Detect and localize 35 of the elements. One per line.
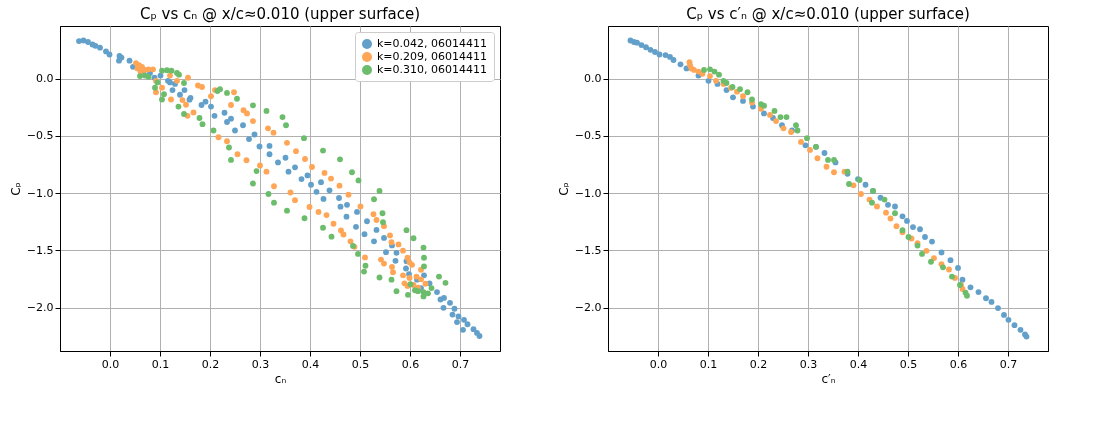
legend-label: k=0.310, 06014411 bbox=[377, 63, 488, 76]
y-tick-label: −1.5 bbox=[574, 243, 602, 257]
x-tick-label: 0.2 bbox=[201, 357, 220, 371]
x-tick-label: 0.5 bbox=[351, 357, 370, 371]
y-tick-label: −0.5 bbox=[26, 129, 54, 143]
x-axis-title: c′ₙ bbox=[821, 371, 836, 386]
y-axis-title: Cₚ bbox=[8, 182, 23, 196]
y-tick-label: −2.0 bbox=[26, 301, 54, 315]
chart-title: Cₚ vs c′ₙ @ x/c≈0.010 (upper surface) bbox=[686, 5, 970, 23]
x-tick-label: 0.1 bbox=[151, 357, 170, 371]
x-tick-label: 0.3 bbox=[251, 357, 270, 371]
x-tick-label: 0.2 bbox=[749, 357, 768, 371]
legend-label: k=0.042, 06014411 bbox=[377, 37, 488, 50]
x-tick-label: 0.0 bbox=[649, 357, 668, 371]
y-tick-label: −1.0 bbox=[26, 186, 54, 200]
x-axis-title: cₙ bbox=[274, 371, 287, 386]
y-axis-title: Cₚ bbox=[556, 182, 571, 196]
x-tick-label: 0.6 bbox=[401, 357, 420, 371]
y-tick-label: −1.0 bbox=[574, 186, 602, 200]
x-tick-label: 0.4 bbox=[849, 357, 868, 371]
x-tick-label: 0.7 bbox=[451, 357, 470, 371]
x-tick-label: 0.5 bbox=[899, 357, 918, 371]
y-tick-label: 0.0 bbox=[36, 72, 54, 86]
y-tick-label: −1.5 bbox=[26, 243, 54, 257]
y-tick-label: −0.5 bbox=[574, 129, 602, 143]
legend-label: k=0.209, 06014411 bbox=[377, 50, 488, 63]
x-tick-label: 0.6 bbox=[949, 357, 968, 371]
y-tick-label: −2.0 bbox=[574, 301, 602, 315]
x-tick-label: 0.4 bbox=[301, 357, 320, 371]
y-tick-label: 0.0 bbox=[584, 72, 602, 86]
x-tick-label: 0.0 bbox=[101, 357, 120, 371]
x-tick-label: 0.1 bbox=[699, 357, 718, 371]
x-tick-label: 0.7 bbox=[999, 357, 1018, 371]
chart-title: Cₚ vs cₙ @ x/c≈0.010 (upper surface) bbox=[139, 5, 421, 23]
x-tick-label: 0.3 bbox=[799, 357, 818, 371]
